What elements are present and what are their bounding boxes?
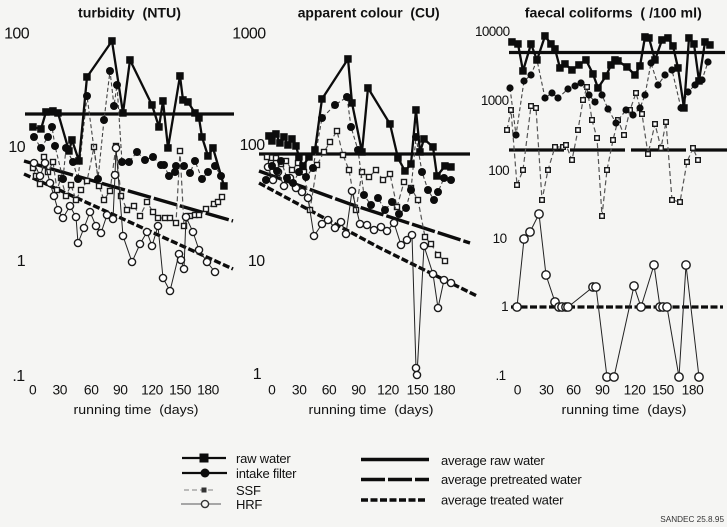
svg-text:100: 100 [240,137,266,154]
svg-text:100: 100 [488,163,509,178]
svg-text:SANDEC 25.8.95: SANDEC 25.8.95 [660,515,724,524]
svg-text:120: 120 [624,383,647,398]
svg-text:0: 0 [268,383,276,398]
svg-text:turbidity (NTU): turbidity (NTU) [78,5,181,21]
svg-text:1: 1 [501,299,508,314]
svg-text:apparent colour (CU): apparent colour (CU) [298,5,440,21]
svg-text:running time (days): running time (days) [309,402,434,417]
svg-text:120: 120 [377,383,400,398]
svg-text:10: 10 [248,253,265,270]
svg-text:0: 0 [29,383,37,398]
svg-text:1: 1 [253,366,262,383]
svg-text:90: 90 [113,383,128,398]
svg-text:30: 30 [539,383,554,398]
svg-text:180: 180 [433,383,456,398]
svg-text:60: 60 [322,383,337,398]
svg-text:10: 10 [8,139,25,156]
svg-text:average treated water: average treated water [441,493,564,508]
svg-text:30: 30 [53,383,68,398]
svg-text:running time (days): running time (days) [74,402,199,417]
svg-text:180: 180 [197,383,220,398]
svg-text:30: 30 [292,383,307,398]
svg-text:faecal coliforms ( /100 ml): faecal coliforms ( /100 ml) [525,5,702,21]
svg-text:1000: 1000 [481,93,509,108]
svg-text:180: 180 [682,383,705,398]
svg-text:raw water: raw water [236,451,291,466]
svg-text:60: 60 [566,383,581,398]
svg-text:HRF: HRF [236,497,262,512]
svg-text:SSF: SSF [236,483,261,498]
svg-text:1000: 1000 [232,26,266,43]
svg-text:intake filter: intake filter [236,466,297,481]
svg-text:150: 150 [652,383,675,398]
svg-text:120: 120 [141,383,164,398]
svg-text:running time (days): running time (days) [562,402,687,417]
svg-text:90: 90 [595,383,610,398]
svg-text:90: 90 [351,383,366,398]
svg-text:60: 60 [84,383,99,398]
svg-text:100: 100 [4,26,30,43]
svg-text:10000: 10000 [475,24,510,39]
svg-text:150: 150 [169,383,192,398]
svg-text:150: 150 [407,383,430,398]
svg-text:0: 0 [514,383,522,398]
svg-text:average pretreated water: average pretreated water [441,472,582,487]
svg-text:.1: .1 [12,368,25,385]
svg-text:average raw water: average raw water [441,453,545,468]
svg-text:1: 1 [17,253,26,270]
svg-text:10: 10 [493,231,507,246]
svg-text:.1: .1 [495,368,505,383]
